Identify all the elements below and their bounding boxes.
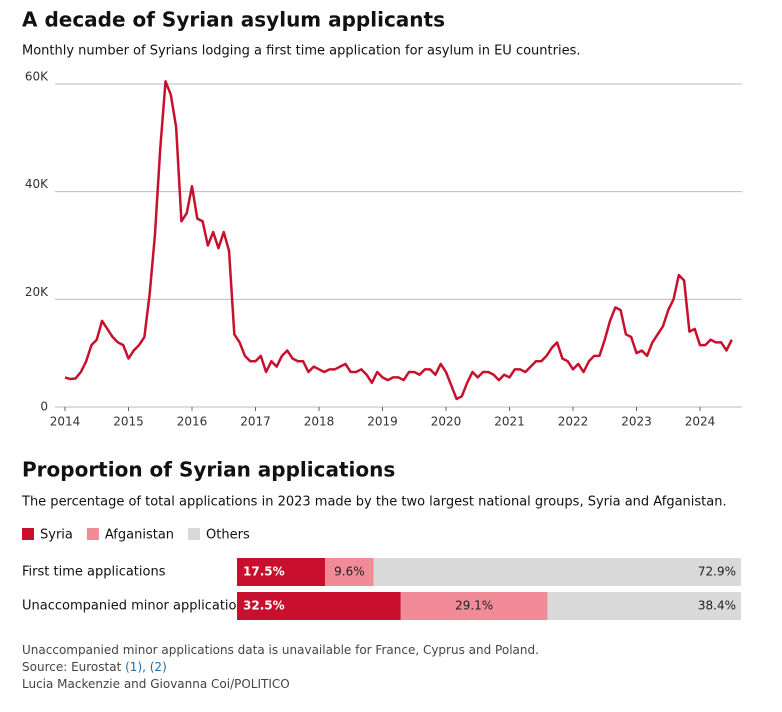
x-tick-label: 2024 bbox=[685, 415, 716, 429]
footer: Unaccompanied minor applications data is… bbox=[22, 642, 539, 693]
value-label: 72.9% bbox=[698, 565, 736, 579]
bar-segment bbox=[237, 592, 401, 620]
source: Source: Eurostat (1), (2) bbox=[22, 659, 539, 676]
legend-swatch bbox=[86, 528, 99, 540]
bar-segment bbox=[400, 592, 548, 620]
x-tick-label: 2019 bbox=[367, 415, 398, 429]
chart-title: Proportion of Syrian applications bbox=[22, 458, 395, 482]
bar-segment bbox=[373, 558, 741, 586]
bar-segment bbox=[237, 558, 326, 586]
y-tick-label: 20K bbox=[25, 285, 49, 299]
chart-title: A decade of Syrian asylum applicants bbox=[22, 8, 445, 32]
y-tick-label: 60K bbox=[25, 70, 49, 84]
category-label: First time applications bbox=[22, 565, 166, 580]
x-tick-label: 2017 bbox=[240, 415, 271, 429]
value-label: 38.4% bbox=[698, 599, 736, 613]
chart-subtitle: Monthly number of Syrians lodging a firs… bbox=[22, 44, 580, 59]
line bbox=[64, 80, 733, 401]
x-tick-label: 2015 bbox=[113, 415, 144, 429]
category-label: Unaccompanied minor applications bbox=[22, 599, 252, 614]
legend-swatch bbox=[22, 528, 34, 540]
value-label: 29.1% bbox=[455, 599, 493, 613]
credit: Lucia Mackenzie and Giovanna Coi/POLITIC… bbox=[22, 677, 290, 691]
value-label: 17.5% bbox=[243, 565, 285, 579]
y-tick-label: 40K bbox=[25, 177, 49, 191]
x-tick-label: 2018 bbox=[304, 415, 335, 429]
x-tick-label: 2023 bbox=[621, 415, 652, 429]
note: Unaccompanied minor applications data is… bbox=[22, 643, 539, 657]
bar-segment bbox=[325, 558, 374, 586]
x-tick-label: 2022 bbox=[558, 415, 589, 429]
legend-label: Others bbox=[206, 528, 250, 543]
x-tick-label: 2021 bbox=[494, 415, 525, 429]
source-link[interactable]: (1), (2) bbox=[125, 660, 167, 674]
value-label: 9.6% bbox=[334, 565, 365, 579]
chart-subtitle: The percentage of total applications in … bbox=[21, 495, 727, 510]
bar-segment bbox=[547, 592, 741, 620]
source-text: Source: Eurostat bbox=[22, 660, 122, 674]
y-tick-label: 0 bbox=[40, 400, 48, 414]
x-tick-label: 2020 bbox=[431, 415, 462, 429]
x-tick-label: 2016 bbox=[177, 415, 208, 429]
value-label: 32.5% bbox=[243, 599, 285, 613]
charts: A decade of Syrian asylum applicants Mon… bbox=[21, 8, 742, 620]
legend-label: Syria bbox=[40, 528, 73, 543]
legend-swatch bbox=[188, 528, 201, 540]
legend-label: Afganistan bbox=[105, 528, 174, 543]
x-tick-label: 2014 bbox=[50, 415, 81, 429]
